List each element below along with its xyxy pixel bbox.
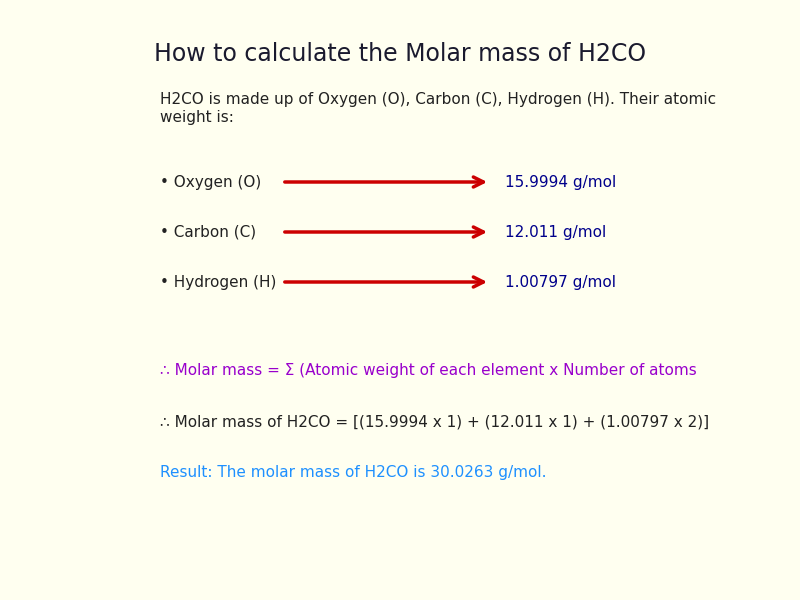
Text: • Oxygen (O): • Oxygen (O) bbox=[160, 175, 262, 190]
Text: ∴ Molar mass of H2CO = [(15.9994 x 1) + (12.011 x 1) + (1.00797 x 2)]: ∴ Molar mass of H2CO = [(15.9994 x 1) + … bbox=[160, 415, 709, 430]
Text: • Hydrogen (H): • Hydrogen (H) bbox=[160, 275, 276, 289]
Text: 12.011 g/mol: 12.011 g/mol bbox=[505, 224, 606, 239]
Text: weight is:: weight is: bbox=[160, 110, 234, 125]
Text: H2CO is made up of Oxygen (O), Carbon (C), Hydrogen (H). Their atomic: H2CO is made up of Oxygen (O), Carbon (C… bbox=[160, 92, 716, 107]
Text: 15.9994 g/mol: 15.9994 g/mol bbox=[505, 175, 616, 190]
Text: 1.00797 g/mol: 1.00797 g/mol bbox=[505, 275, 616, 289]
Text: • Carbon (C): • Carbon (C) bbox=[160, 224, 256, 239]
Text: Result: The molar mass of H2CO is 30.0263 g/mol.: Result: The molar mass of H2CO is 30.026… bbox=[160, 464, 546, 479]
Text: ∴ Molar mass = Σ (Atomic weight of each element x Number of atoms: ∴ Molar mass = Σ (Atomic weight of each … bbox=[160, 362, 697, 377]
Text: How to calculate the Molar mass of H2CO: How to calculate the Molar mass of H2CO bbox=[154, 42, 646, 66]
